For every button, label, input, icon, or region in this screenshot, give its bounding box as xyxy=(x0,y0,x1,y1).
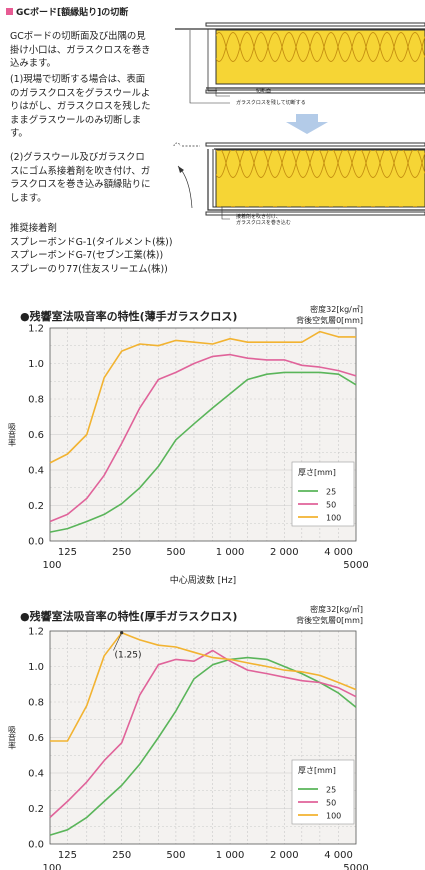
x-tick-label: 5000 xyxy=(343,560,368,571)
text-line: のガラスクロスをグラスウールよ xyxy=(10,87,151,99)
section-title-text: GCボード[額縁貼り]の切断 xyxy=(16,8,129,18)
air-layer-label: 背後空気層0[mm] xyxy=(296,316,363,325)
x-tick-label: 500 xyxy=(166,547,185,558)
y-tick-label: 0.4 xyxy=(28,769,44,780)
paragraph-3: (2)グラスウール及びガラスクロ スにゴム系接着剤を吹き付け、ガ ラスクロスを巻… xyxy=(10,151,150,205)
text-line: ラスクロスを巻き込み額縁貼りに xyxy=(10,179,151,191)
y-tick-label: 0.8 xyxy=(28,698,44,709)
x-tick-label: 250 xyxy=(112,547,131,558)
y-axis-label: 吸音率 xyxy=(8,423,17,448)
y-tick-label: 0.0 xyxy=(28,840,44,851)
text-line: (2)グラスウール及びガラスクロ xyxy=(10,152,145,163)
board-diagram-before xyxy=(175,22,425,104)
text-line: スにゴム系接着剤を吹き付け、ガ xyxy=(10,165,151,177)
x-tick-label: 100 xyxy=(42,560,61,571)
x-tick-label: 2 000 xyxy=(270,547,299,558)
text-line: 込みます。 xyxy=(10,58,56,70)
section-title: GCボード[額縁貼り]の切断 xyxy=(6,5,128,18)
text-line: りはがし、ガラスクロスを残した xyxy=(10,101,151,113)
chart2-note: 密度32[kg/㎥] 背後空気層0[mm] xyxy=(296,604,363,626)
text-line: ままグラスウールのみ切断しま xyxy=(10,114,142,126)
series-line-25 xyxy=(49,656,357,836)
x-tick-label: 2 000 xyxy=(270,850,299,861)
down-arrow-icon xyxy=(286,114,328,134)
note-line: ガラスクロスを残して切断する xyxy=(236,100,306,106)
x-axis-label: 中心周波数 [Hz] xyxy=(170,574,236,586)
series-line-100 xyxy=(49,330,356,464)
x-tick-label: 250 xyxy=(112,850,131,861)
y-tick-label: 0.4 xyxy=(28,466,44,477)
y-tick-label: 1.0 xyxy=(28,359,44,370)
x-tick-label: 125 xyxy=(58,547,77,558)
y-axis-label: 吸音率 xyxy=(8,726,17,751)
x-tick-label: 1 000 xyxy=(216,547,245,558)
legend-label-50: 50 xyxy=(326,501,336,510)
legend-label-25: 25 xyxy=(326,488,336,497)
y-tick-label: 1.0 xyxy=(28,662,44,673)
legend-label-100: 100 xyxy=(326,514,341,523)
density-label: 密度32[kg/㎥] xyxy=(310,305,363,314)
y-tick-label: 0.6 xyxy=(28,733,44,744)
y-tick-label: 0.2 xyxy=(28,501,44,512)
x-tick-label: 1 000 xyxy=(216,850,245,861)
legend-box xyxy=(291,461,355,527)
diagram-note-1: 切断面 ガラスクロスを残して切断する xyxy=(236,88,306,106)
x-tick-label: 100 xyxy=(42,863,61,870)
chart1-note: 密度32[kg/㎥] 背後空気層0[mm] xyxy=(296,304,363,326)
chart2-svg: 0.0 0.2 0.4 0.6 0.8 1.0 1.2 125 250 500 1 000 2 000… xyxy=(8,627,369,870)
adhesive-item: スプレーボンドG-1(タイルメント(株)) xyxy=(10,236,173,248)
y-tick-label: 0.0 xyxy=(28,537,44,548)
text-line: GCボードの切断面及び出隅の見 xyxy=(10,31,146,42)
title-marker-icon xyxy=(6,8,13,15)
adhesive-item: スプレーボンドG-7(セブン工業(株)) xyxy=(10,250,164,262)
legend-box xyxy=(291,759,355,825)
y-tick-label: 0.8 xyxy=(28,395,44,406)
plot-frame xyxy=(49,327,357,542)
paragraph-1: GCボードの切断面及び出隅の見 掛け小口は、ガラスクロスを巻き 込みます。 xyxy=(10,30,150,71)
x-tick-label: 4 000 xyxy=(324,850,353,861)
legend-label-50: 50 xyxy=(326,799,336,808)
note-line: ガラスクロスを巻き込む xyxy=(236,220,291,226)
air-layer-label: 背後空気層0[mm] xyxy=(296,616,363,625)
y-tick-label: 1.2 xyxy=(28,324,44,335)
adhesive-item: スプレーのり77(住友スリーエム(株)) xyxy=(10,263,168,275)
note-line: 切断面 xyxy=(256,88,272,94)
legend-title: 厚さ[mm] xyxy=(298,468,336,477)
cutting-diagram xyxy=(173,22,425,220)
series-line-50 xyxy=(49,649,357,818)
series-line-25 xyxy=(49,371,357,533)
density-label: 密度32[kg/㎥] xyxy=(310,605,363,614)
text-line: 掛け小口は、ガラスクロスを巻き xyxy=(10,44,151,56)
y-tick-label: 0.2 xyxy=(28,804,44,815)
x-tick-label: 125 xyxy=(58,850,77,861)
legend-title: 厚さ[mm] xyxy=(298,766,336,775)
y-tick-label: 0.6 xyxy=(28,430,44,441)
chart2-title: ●残響室法吸音率の特性(厚手ガラスクロス) xyxy=(20,610,238,623)
chart1-svg: 0.0 0.2 0.4 0.6 0.8 1.0 1.2 125 250 500 1 000 2 000… xyxy=(8,324,369,587)
board-diagram-after xyxy=(173,142,425,220)
diagram-note-2: 接着剤を吹き付け、 ガラスクロスを巻き込む xyxy=(236,214,291,226)
x-tick-label: 4 000 xyxy=(324,547,353,558)
adhesive-list: 推奨接着剤 スプレーボンドG-1(タイルメント(株)) スプレーボンドG-7(セ… xyxy=(10,222,173,276)
chart1-title: ●残響室法吸音率の特性(薄手ガラスクロス) xyxy=(20,310,238,323)
x-tick-label: 5000 xyxy=(343,863,368,870)
legend-label-25: 25 xyxy=(326,786,336,795)
note-line: 接着剤を吹き付け、 xyxy=(236,214,281,220)
adhesive-heading: 推奨接着剤 xyxy=(10,223,57,234)
series-line-50 xyxy=(49,353,357,523)
y-tick-label: 1.2 xyxy=(28,627,44,638)
annotation-label: (1.25) xyxy=(114,651,141,661)
annotation-marker xyxy=(120,631,124,635)
text-line: す。 xyxy=(10,128,28,140)
text-line: (1)現場で切断する場合は、表面 xyxy=(10,74,146,85)
plot-frame xyxy=(49,630,357,845)
paragraph-2: (1)現場で切断する場合は、表面 のガラスクロスをグラスウールよ りはがし、ガラ… xyxy=(10,73,150,141)
text-line: します。 xyxy=(10,192,47,204)
legend-label-100: 100 xyxy=(326,812,341,821)
series-line-100 xyxy=(50,632,357,742)
annotation-leader xyxy=(113,632,122,651)
x-tick-label: 500 xyxy=(166,850,185,861)
